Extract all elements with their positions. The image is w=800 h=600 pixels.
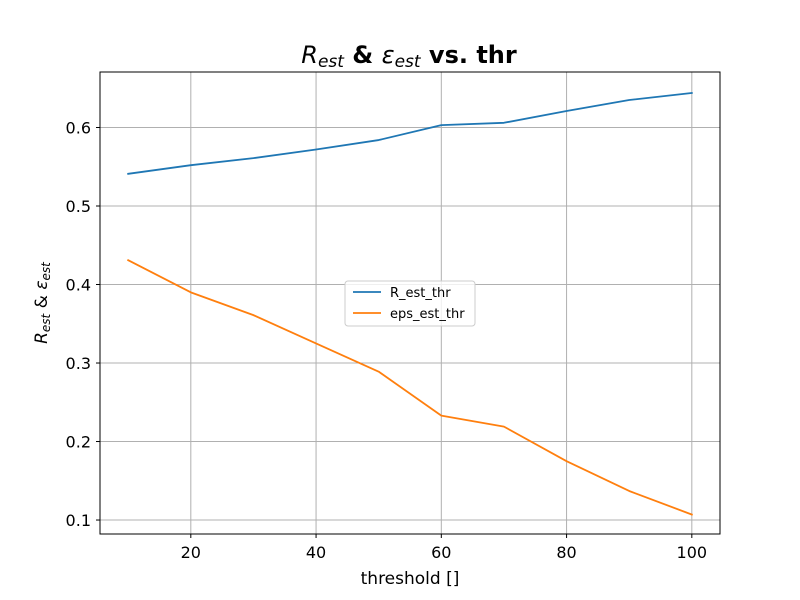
y-axis-label: Rest & εest (32, 261, 53, 344)
label-part: est (395, 52, 422, 72)
y-tick-label: 0.3 (66, 354, 91, 373)
label-part: est (39, 261, 53, 281)
x-axis-label: threshold [] (361, 569, 460, 589)
label-part: & (344, 41, 382, 69)
legend-items: R_est_thr eps_est_thr (353, 286, 465, 322)
y-tick-label: 0.6 (66, 119, 91, 138)
label-part: R (32, 332, 52, 344)
legend-label: R_est_thr (390, 286, 451, 301)
y-tick-label: 0.1 (66, 511, 91, 530)
x-tick-label: 80 (556, 543, 576, 562)
y-tick-label: 0.4 (66, 276, 91, 295)
label-part: ε (32, 280, 52, 289)
plot-frame (99, 71, 721, 535)
label-part: est (39, 312, 53, 332)
x-tick-label: 100 (677, 543, 708, 562)
label-part: vs. thr (421, 41, 517, 69)
legend-label: eps_est_thr (390, 307, 465, 322)
series-line-eps_est_thr (126, 258, 693, 516)
chart-title: Rest & εest vs. thr (301, 41, 517, 72)
legend: R_est_thr eps_est_thr (344, 280, 476, 327)
label-part: est (318, 52, 345, 72)
x-tick-label: 40 (306, 543, 326, 562)
series-line-R_est_thr (127, 91, 693, 175)
y-axis-ticks: 0.1 0.2 0.3 0.4 0.5 0.6 (66, 119, 100, 530)
label-part: ε (382, 41, 395, 69)
x-tick-label: 20 (181, 543, 201, 562)
x-axis-ticks: 20 40 60 80 100 (181, 534, 707, 562)
label-part: & (32, 290, 52, 314)
series-layer (126, 91, 693, 516)
x-tick-label: 60 (431, 543, 451, 562)
y-tick-label: 0.2 (66, 433, 91, 452)
label-part: R (301, 41, 318, 69)
y-tick-label: 0.5 (66, 197, 91, 216)
